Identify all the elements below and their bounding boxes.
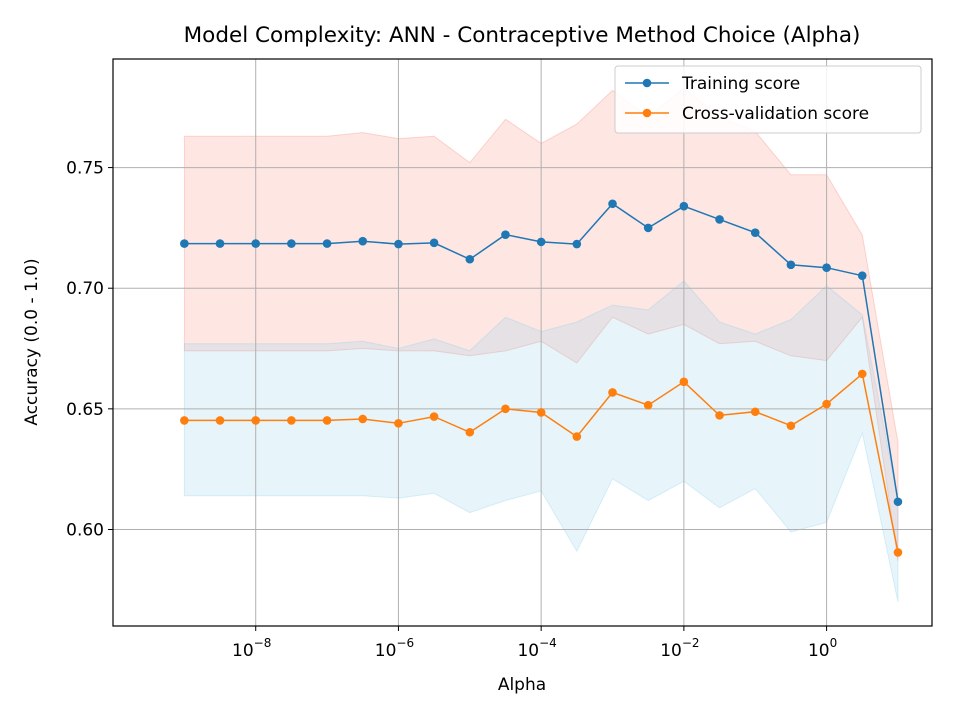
data-point: [180, 416, 189, 425]
data-point: [750, 407, 760, 417]
data-point: [429, 238, 439, 248]
x-tick-exponent: −6: [396, 636, 414, 650]
data-point: [394, 239, 403, 249]
data-point: [215, 416, 225, 425]
y-ticks: 0.60 0.65 0.70 0.75: [66, 159, 113, 540]
data-point: [394, 419, 403, 428]
x-tick-exponent: −8: [254, 636, 272, 650]
chart-title: Model Complexity: ANN - Contraceptive Me…: [184, 23, 861, 48]
legend-box: [614, 65, 922, 134]
data-point: [857, 271, 867, 280]
data-point: [465, 254, 475, 264]
legend-swatch-marker: [642, 78, 652, 88]
data-point: [572, 432, 582, 441]
data-point: [358, 236, 368, 246]
x-axis-label: Alpha: [498, 675, 546, 695]
data-point: [358, 414, 368, 424]
plot-frame: [112, 58, 933, 627]
data-point: [679, 377, 689, 387]
data-point: [857, 369, 867, 379]
data-point: [287, 416, 296, 425]
data-point: [572, 239, 582, 249]
data-point: [251, 416, 261, 425]
data-point: [465, 427, 475, 437]
legend: Training score Cross-validation score: [614, 65, 922, 134]
data-point: [536, 408, 546, 417]
data-point: [786, 260, 796, 270]
data-point: [536, 237, 546, 247]
data-point: [643, 400, 653, 410]
data-point: [501, 230, 510, 239]
legend-swatch-marker: [642, 108, 652, 118]
data-point: [786, 421, 796, 431]
y-tick-label: 0.60: [66, 520, 104, 540]
data-point: [643, 223, 653, 233]
y-axis-label: Accuracy (0.0 - 1.0): [22, 258, 42, 425]
data-point: [715, 215, 724, 224]
y-tick-label: 0.70: [66, 279, 104, 299]
data-point: [501, 404, 510, 414]
data-point: [287, 239, 296, 248]
data-point: [679, 201, 689, 211]
grid: [113, 59, 932, 626]
data-point: [822, 263, 831, 273]
series-points: [180, 199, 903, 557]
data-point: [429, 412, 439, 421]
data-point: [180, 239, 189, 248]
y-tick-label: 0.75: [66, 159, 104, 179]
data-point: [750, 228, 760, 238]
data-point: [251, 239, 261, 248]
legend-label: Training score: [681, 74, 800, 94]
data-point: [822, 399, 831, 409]
data-point: [715, 411, 724, 420]
data-point: [322, 416, 332, 425]
data-point: [215, 239, 225, 248]
x-tick-exponent: 0: [830, 636, 838, 650]
data-point: [608, 388, 617, 397]
data-point: [893, 497, 903, 507]
data-point: [893, 548, 903, 557]
y-tick-label: 0.65: [66, 400, 104, 420]
x-tick-exponent: −4: [539, 636, 557, 650]
data-point: [608, 199, 617, 209]
x-tick-exponent: −2: [682, 636, 700, 650]
data-point: [322, 239, 332, 248]
legend-label: Cross-validation score: [682, 104, 869, 124]
x-tick-label: 10−6: [375, 636, 414, 661]
